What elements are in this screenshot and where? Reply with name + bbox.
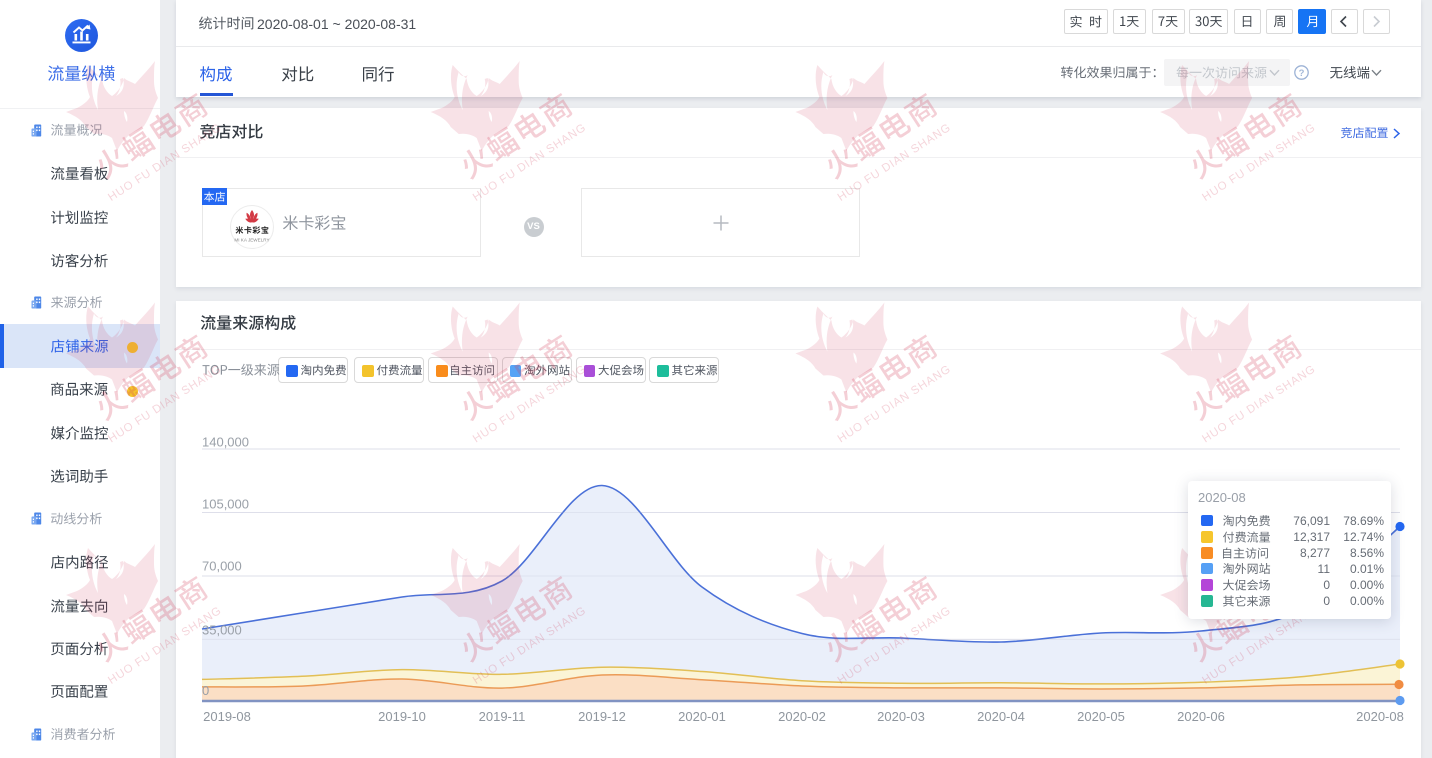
svg-text:2020-06: 2020-06 <box>1177 709 1225 724</box>
svg-text:2020-03: 2020-03 <box>877 709 925 724</box>
svg-text:0: 0 <box>202 683 209 698</box>
svg-text:2020-05: 2020-05 <box>1077 709 1125 724</box>
svg-text:2020-04: 2020-04 <box>977 709 1025 724</box>
svg-text:2020-02: 2020-02 <box>778 709 826 724</box>
svg-text:2020-01: 2020-01 <box>678 709 726 724</box>
svg-text:35,000: 35,000 <box>202 622 242 637</box>
svg-text:105,000: 105,000 <box>202 497 249 512</box>
svg-text:140,000: 140,000 <box>202 434 249 449</box>
svg-text:70,000: 70,000 <box>202 559 242 574</box>
svg-text:2019-10: 2019-10 <box>378 709 426 724</box>
svg-text:2019-11: 2019-11 <box>479 709 526 724</box>
svg-text:2019-08: 2019-08 <box>203 709 251 724</box>
svg-text:?: ? <box>1299 68 1305 79</box>
svg-text:2020-08: 2020-08 <box>1356 709 1404 724</box>
svg-text:2019-12: 2019-12 <box>578 709 626 724</box>
